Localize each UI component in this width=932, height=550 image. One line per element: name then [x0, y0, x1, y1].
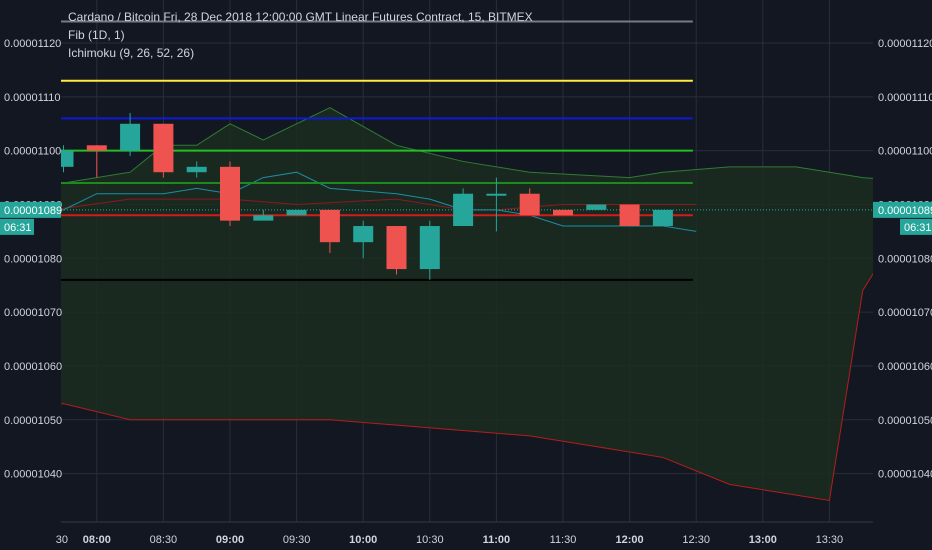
y-tick-label-left: 0.00001110: [4, 92, 60, 104]
y-tick-label-left: 0.00001040: [4, 469, 62, 481]
price-label-left: 0.00001089: [4, 205, 62, 217]
candle-body: [453, 193, 474, 227]
candle-body: [652, 209, 673, 227]
candle-body: [419, 226, 440, 270]
candle-body: [61, 150, 74, 167]
candle-body: [319, 209, 340, 243]
fib-study-label[interactable]: Fib (1D, 1): [68, 28, 125, 42]
y-tick-label-left: 0.00001060: [4, 361, 62, 373]
y-tick-label-left: 0.00001050: [4, 415, 62, 427]
x-tick-label: 08:30: [150, 534, 178, 546]
candle-body: [519, 193, 540, 216]
countdown-right: 06:31: [904, 222, 932, 234]
y-tick-label-right: 0.00001050: [878, 415, 932, 427]
candle-body: [86, 145, 107, 151]
candle-body: [353, 226, 374, 243]
y-tick-label-right: 0.00001110: [878, 92, 932, 104]
countdown-left-bg: [0, 218, 34, 235]
countdown-left: 06:31: [4, 222, 32, 234]
ichimoku-cloud: [61, 107, 873, 501]
x-tick-label: 08:00: [83, 534, 111, 546]
x-tick-label: 10:00: [349, 534, 377, 546]
y-tick-label-right: 0.00001040: [878, 469, 932, 481]
y-tick-label-right: 0.00001080: [878, 253, 932, 265]
candle-body: [186, 166, 207, 173]
plot-area: [61, 20, 873, 502]
candle-body: [486, 193, 507, 196]
chart-legend: Cardano / Bitcoin Fri, 28 Dec 2018 12:00…: [68, 8, 533, 62]
candle-body: [553, 209, 573, 216]
y-tick-label-right: 0.00001060: [878, 361, 932, 373]
x-tick-label: 13:00: [749, 534, 777, 546]
x-tick-label: 12:30: [682, 534, 710, 546]
price-label-right: 0.00001089: [878, 205, 932, 217]
y-tick-label-left: 0.00001070: [4, 307, 62, 319]
countdown-right-bg: [900, 218, 932, 235]
x-tick-label: 13:30: [816, 534, 844, 546]
chart-title: Cardano / Bitcoin Fri, 28 Dec 2018 12:00…: [68, 10, 533, 24]
ichimoku-conversion-line: [61, 171, 697, 232]
candle-body: [586, 204, 607, 210]
x-tick-label: 12:00: [616, 534, 644, 546]
candle-body: [619, 204, 640, 227]
candle-body: [220, 166, 240, 221]
candle-body: [286, 209, 307, 216]
x-tick-label: 30: [56, 534, 68, 546]
price-label-left-bg: [0, 201, 61, 218]
ichimoku-span-b: [61, 273, 873, 502]
x-tick-label: 11:00: [483, 534, 511, 546]
y-tick-label-right: 0.00001120: [878, 38, 932, 50]
y-tick-label-left: 0.00001080: [4, 253, 62, 265]
y-tick-label-right: 0.00001070: [878, 307, 932, 319]
x-tick-label: 11:30: [550, 534, 577, 546]
y-tick-label-right: 0.00001100: [878, 146, 932, 158]
y-tick-label-left: 0.00001100: [4, 146, 61, 158]
candle-body: [253, 215, 274, 221]
x-tick-label: 09:00: [216, 534, 244, 546]
x-tick-label: 09:30: [283, 534, 311, 546]
x-tick-label: 10:30: [416, 534, 444, 546]
ichimoku-study-label[interactable]: Ichimoku (9, 26, 52, 26): [68, 46, 195, 60]
candle-body: [386, 226, 407, 270]
y-tick-label-left: 0.00001120: [4, 38, 61, 50]
candle-body: [153, 123, 174, 173]
price-label-right-bg: [873, 201, 932, 218]
candle-body: [120, 123, 141, 151]
